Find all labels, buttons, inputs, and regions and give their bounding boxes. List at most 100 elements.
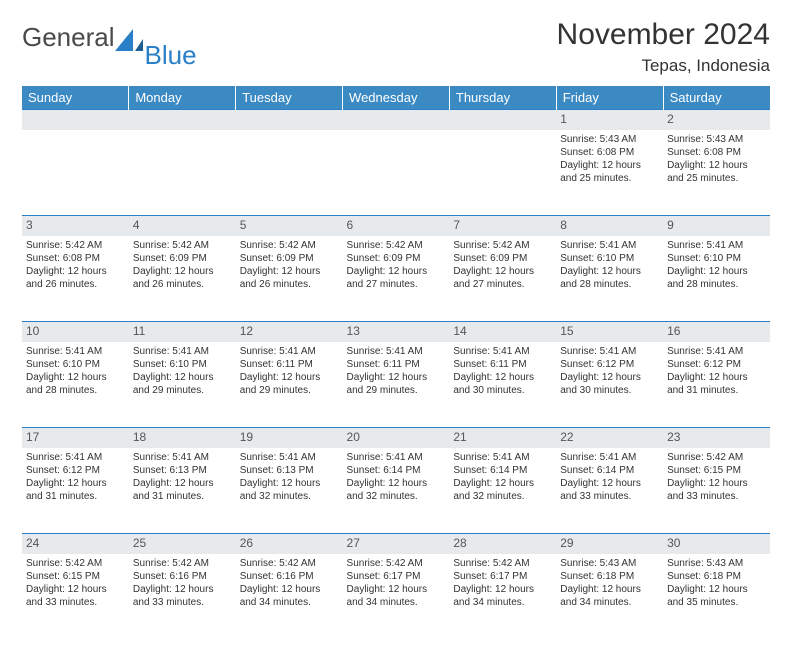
day-number-cell: 24: [22, 534, 129, 554]
day-detail-cell: Sunrise: 5:42 AMSunset: 6:15 PMDaylight:…: [22, 554, 129, 640]
sunset-text: Sunset: 6:15 PM: [26, 570, 125, 583]
sunrise-text: Sunrise: 5:43 AM: [560, 133, 659, 146]
day-detail-cell: [236, 130, 343, 216]
sunrise-text: Sunrise: 5:41 AM: [240, 345, 339, 358]
weekday-header: Tuesday: [236, 86, 343, 110]
sunset-text: Sunset: 6:14 PM: [347, 464, 446, 477]
day-number-cell: 4: [129, 216, 236, 236]
day-detail-cell: Sunrise: 5:42 AMSunset: 6:09 PMDaylight:…: [343, 236, 450, 322]
daylight-text: Daylight: 12 hours and 34 minutes.: [347, 583, 446, 609]
day-number: 27: [347, 536, 446, 552]
day-detail-cell: Sunrise: 5:41 AMSunset: 6:14 PMDaylight:…: [556, 448, 663, 534]
day-detail-cell: Sunrise: 5:42 AMSunset: 6:17 PMDaylight:…: [343, 554, 450, 640]
sunset-text: Sunset: 6:17 PM: [347, 570, 446, 583]
day-detail-row: Sunrise: 5:43 AMSunset: 6:08 PMDaylight:…: [22, 130, 770, 216]
day-number: 3: [26, 218, 125, 234]
daylight-text: Daylight: 12 hours and 34 minutes.: [560, 583, 659, 609]
day-number-cell: [449, 110, 556, 130]
sunrise-text: Sunrise: 5:41 AM: [347, 451, 446, 464]
day-number-cell: 8: [556, 216, 663, 236]
day-number: 17: [26, 430, 125, 446]
day-number: 13: [347, 324, 446, 340]
day-number-cell: 5: [236, 216, 343, 236]
day-detail-cell: Sunrise: 5:43 AMSunset: 6:08 PMDaylight:…: [556, 130, 663, 216]
day-number-cell: 14: [449, 322, 556, 342]
day-detail-cell: Sunrise: 5:41 AMSunset: 6:14 PMDaylight:…: [449, 448, 556, 534]
daylight-text: Daylight: 12 hours and 28 minutes.: [26, 371, 125, 397]
sunrise-text: Sunrise: 5:42 AM: [453, 239, 552, 252]
day-number-cell: 3: [22, 216, 129, 236]
day-number-cell: [343, 110, 450, 130]
daylight-text: Daylight: 12 hours and 32 minutes.: [347, 477, 446, 503]
daylight-text: Daylight: 12 hours and 34 minutes.: [453, 583, 552, 609]
day-number-row: 12: [22, 110, 770, 130]
day-number-cell: 19: [236, 428, 343, 448]
sunset-text: Sunset: 6:10 PM: [26, 358, 125, 371]
weekday-header: Wednesday: [343, 86, 450, 110]
day-number-cell: 29: [556, 534, 663, 554]
sunset-text: Sunset: 6:14 PM: [560, 464, 659, 477]
sunrise-text: Sunrise: 5:41 AM: [26, 345, 125, 358]
day-number: 25: [133, 536, 232, 552]
daylight-text: Daylight: 12 hours and 29 minutes.: [347, 371, 446, 397]
day-number-cell: 13: [343, 322, 450, 342]
day-number: 9: [667, 218, 766, 234]
location: Tepas, Indonesia: [557, 56, 770, 76]
day-detail-cell: Sunrise: 5:41 AMSunset: 6:11 PMDaylight:…: [449, 342, 556, 428]
day-detail-cell: Sunrise: 5:41 AMSunset: 6:14 PMDaylight:…: [343, 448, 450, 534]
day-number: 29: [560, 536, 659, 552]
logo-text-general: General: [22, 22, 115, 53]
sunset-text: Sunset: 6:17 PM: [453, 570, 552, 583]
day-detail-cell: [343, 130, 450, 216]
calendar-header-row: SundayMondayTuesdayWednesdayThursdayFrid…: [22, 86, 770, 110]
day-number: 16: [667, 324, 766, 340]
sunset-text: Sunset: 6:12 PM: [667, 358, 766, 371]
daylight-text: Daylight: 12 hours and 34 minutes.: [240, 583, 339, 609]
sunset-text: Sunset: 6:09 PM: [347, 252, 446, 265]
sunset-text: Sunset: 6:10 PM: [560, 252, 659, 265]
day-detail-cell: Sunrise: 5:41 AMSunset: 6:11 PMDaylight:…: [236, 342, 343, 428]
sunrise-text: Sunrise: 5:41 AM: [560, 345, 659, 358]
sunrise-text: Sunrise: 5:43 AM: [667, 133, 766, 146]
sunrise-text: Sunrise: 5:42 AM: [240, 557, 339, 570]
header: General Blue November 2024 Tepas, Indone…: [22, 18, 770, 76]
sunset-text: Sunset: 6:16 PM: [240, 570, 339, 583]
day-number-cell: 12: [236, 322, 343, 342]
day-number-row: 17181920212223: [22, 428, 770, 448]
day-detail-cell: Sunrise: 5:41 AMSunset: 6:12 PMDaylight:…: [663, 342, 770, 428]
day-number-cell: 26: [236, 534, 343, 554]
sunrise-text: Sunrise: 5:42 AM: [667, 451, 766, 464]
day-number: 1: [560, 112, 659, 128]
daylight-text: Daylight: 12 hours and 25 minutes.: [560, 159, 659, 185]
day-detail-cell: [22, 130, 129, 216]
day-number: 23: [667, 430, 766, 446]
daylight-text: Daylight: 12 hours and 35 minutes.: [667, 583, 766, 609]
sunset-text: Sunset: 6:09 PM: [133, 252, 232, 265]
day-number-cell: 10: [22, 322, 129, 342]
daylight-text: Daylight: 12 hours and 26 minutes.: [240, 265, 339, 291]
daylight-text: Daylight: 12 hours and 33 minutes.: [133, 583, 232, 609]
day-detail-row: Sunrise: 5:42 AMSunset: 6:15 PMDaylight:…: [22, 554, 770, 640]
day-number: 8: [560, 218, 659, 234]
day-number-cell: 30: [663, 534, 770, 554]
day-number: 2: [667, 112, 766, 128]
day-detail-cell: Sunrise: 5:42 AMSunset: 6:08 PMDaylight:…: [22, 236, 129, 322]
day-detail-cell: Sunrise: 5:43 AMSunset: 6:18 PMDaylight:…: [556, 554, 663, 640]
day-detail-cell: Sunrise: 5:41 AMSunset: 6:10 PMDaylight:…: [556, 236, 663, 322]
day-number-cell: [22, 110, 129, 130]
sunrise-text: Sunrise: 5:41 AM: [560, 239, 659, 252]
weekday-header: Thursday: [449, 86, 556, 110]
day-number-cell: 27: [343, 534, 450, 554]
day-number: 24: [26, 536, 125, 552]
daylight-text: Daylight: 12 hours and 26 minutes.: [26, 265, 125, 291]
day-number: 21: [453, 430, 552, 446]
day-number-cell: 17: [22, 428, 129, 448]
day-detail-cell: Sunrise: 5:42 AMSunset: 6:09 PMDaylight:…: [236, 236, 343, 322]
day-number: 28: [453, 536, 552, 552]
sunrise-text: Sunrise: 5:41 AM: [453, 345, 552, 358]
day-number: 26: [240, 536, 339, 552]
sunrise-text: Sunrise: 5:42 AM: [26, 557, 125, 570]
daylight-text: Daylight: 12 hours and 31 minutes.: [667, 371, 766, 397]
day-detail-row: Sunrise: 5:41 AMSunset: 6:10 PMDaylight:…: [22, 342, 770, 428]
sunrise-text: Sunrise: 5:42 AM: [133, 239, 232, 252]
